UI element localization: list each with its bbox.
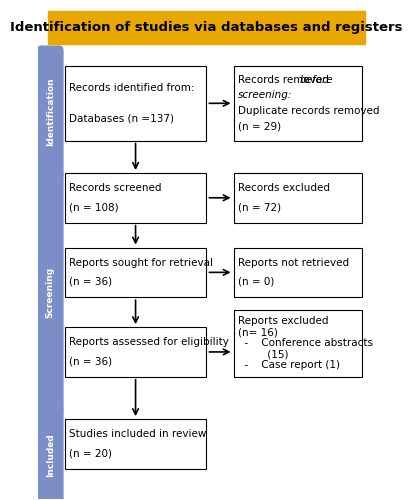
Text: (n= 16): (n= 16) [237, 327, 278, 337]
Text: (n = 20): (n = 20) [69, 448, 112, 458]
Text: Studies included in review: Studies included in review [69, 430, 206, 440]
Text: Reports assessed for eligibility: Reports assessed for eligibility [69, 338, 228, 347]
Text: (n = 108): (n = 108) [69, 202, 118, 212]
Text: (n = 36): (n = 36) [69, 277, 112, 287]
FancyBboxPatch shape [233, 66, 362, 140]
Text: Records screened: Records screened [69, 184, 161, 194]
Text: Records identified from:: Records identified from: [69, 82, 194, 92]
FancyBboxPatch shape [64, 173, 206, 222]
FancyBboxPatch shape [64, 327, 206, 377]
Text: (n = 0): (n = 0) [237, 277, 274, 287]
Text: Identification: Identification [46, 78, 55, 146]
Text: screening:: screening: [237, 90, 292, 101]
Text: Identification of studies via databases and registers: Identification of studies via databases … [10, 20, 403, 34]
FancyBboxPatch shape [233, 248, 362, 297]
FancyBboxPatch shape [64, 66, 206, 140]
Text: Screening: Screening [46, 266, 55, 318]
Text: Included: Included [46, 433, 55, 477]
FancyBboxPatch shape [64, 248, 206, 297]
Text: -    Case report (1): - Case report (1) [237, 360, 339, 370]
Text: Duplicate records removed: Duplicate records removed [237, 106, 379, 116]
FancyBboxPatch shape [64, 419, 206, 469]
FancyBboxPatch shape [38, 406, 63, 500]
FancyBboxPatch shape [38, 170, 63, 414]
Text: Records excluded: Records excluded [237, 184, 330, 194]
Text: (n = 72): (n = 72) [237, 202, 281, 212]
FancyBboxPatch shape [233, 173, 362, 222]
FancyBboxPatch shape [48, 12, 365, 44]
Text: (n = 36): (n = 36) [69, 356, 112, 366]
FancyBboxPatch shape [38, 46, 63, 178]
Text: Reports not retrieved: Reports not retrieved [237, 258, 349, 268]
Text: Records removed: Records removed [237, 75, 332, 85]
FancyBboxPatch shape [233, 310, 362, 377]
Text: (n = 29): (n = 29) [237, 122, 281, 132]
Text: (15): (15) [237, 350, 288, 360]
Text: before: before [300, 75, 334, 85]
Text: -    Conference abstracts: - Conference abstracts [237, 338, 373, 348]
Text: Reports excluded: Reports excluded [237, 316, 328, 326]
Text: Reports sought for retrieval: Reports sought for retrieval [69, 258, 213, 268]
Text: Databases (n =137): Databases (n =137) [69, 114, 174, 124]
